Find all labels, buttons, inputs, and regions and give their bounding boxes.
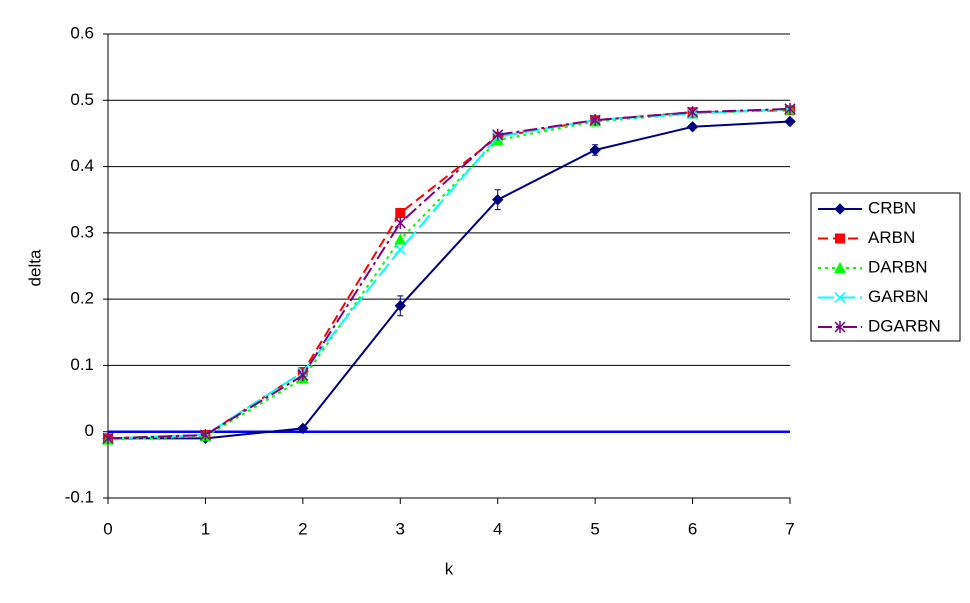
- series-line: [107, 107, 791, 440]
- series-line: [107, 107, 791, 440]
- legend-marker: [835, 233, 845, 244]
- legend-marker: [834, 321, 846, 333]
- series-line: [107, 109, 791, 440]
- data-point: [784, 115, 796, 128]
- data-point: [589, 114, 601, 127]
- legend-label: CRBN: [868, 198, 916, 217]
- y-tick-label: 0: [85, 421, 94, 440]
- data-point: [394, 243, 406, 255]
- data-point: [394, 300, 406, 312]
- y-tick-label: 0.2: [70, 289, 94, 308]
- y-axis-label: delta: [25, 249, 44, 286]
- data-point: [297, 422, 309, 435]
- data-point: [589, 144, 601, 156]
- legend-label: DGARBN: [868, 316, 941, 335]
- data-point: [102, 432, 114, 445]
- x-tick-label: 6: [688, 519, 697, 538]
- y-tick-label: 0.3: [70, 222, 94, 241]
- data-point: [492, 194, 504, 206]
- x-axis-label: k: [445, 559, 454, 578]
- x-tick-label: 4: [493, 519, 502, 538]
- legend-marker: [834, 262, 846, 273]
- data-point: [395, 207, 406, 218]
- legend-label: ARBN: [868, 228, 915, 247]
- data-point: [492, 128, 504, 141]
- x-tick-label: 1: [201, 519, 210, 538]
- y-tick-label: 0.4: [70, 156, 94, 175]
- y-tick-label: -0.1: [65, 487, 94, 506]
- legend-label: DARBN: [868, 257, 928, 276]
- legend-label: GARBN: [868, 287, 928, 306]
- data-point: [394, 216, 406, 229]
- x-tick-label: 3: [396, 519, 405, 538]
- x-tick-label: 2: [298, 519, 307, 538]
- series-line: [108, 120, 791, 440]
- data-point: [686, 121, 699, 133]
- legend-box: [810, 192, 961, 342]
- legend-marker: [834, 203, 846, 215]
- x-tick-label: 5: [590, 519, 599, 538]
- y-tick-label: 0.5: [70, 90, 94, 109]
- y-tick-label: 0.6: [70, 23, 94, 42]
- data-point: [199, 429, 211, 442]
- legend-marker: [834, 291, 846, 304]
- data-point: [394, 233, 407, 245]
- x-tick-label: 7: [785, 519, 794, 538]
- y-tick-label: 0.1: [70, 355, 94, 374]
- series-line: [107, 108, 791, 441]
- data-point: [784, 102, 796, 115]
- data-point: [297, 369, 309, 382]
- x-tick-label: 0: [103, 519, 112, 538]
- data-point: [687, 106, 699, 119]
